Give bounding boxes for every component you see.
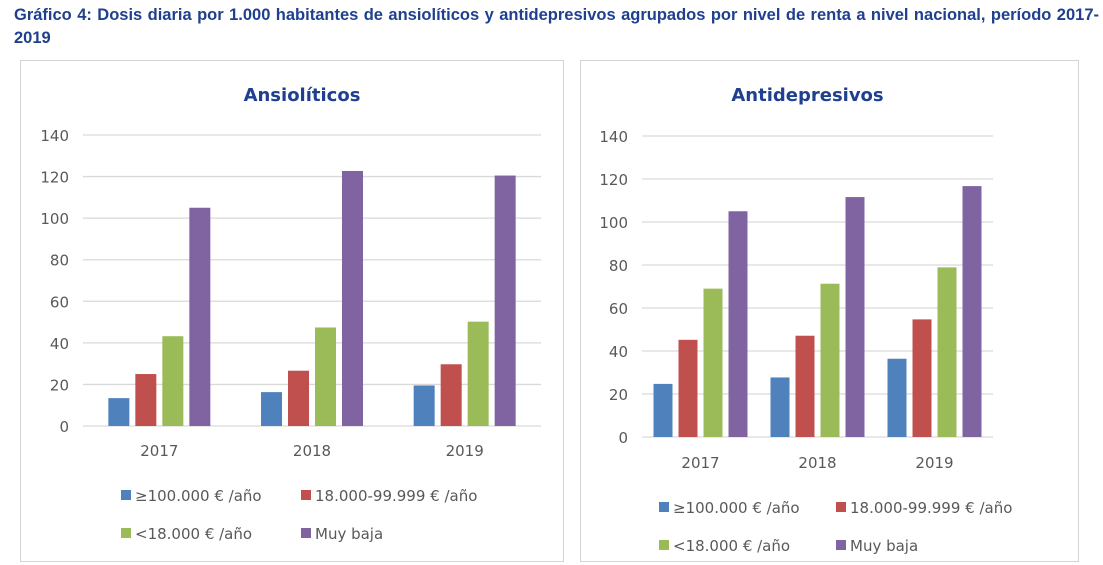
x-tick-label: 2017 xyxy=(140,442,178,460)
bar xyxy=(162,336,184,426)
legend-label: Muy baja xyxy=(850,537,918,555)
legend-label: ≥100.000 € /año xyxy=(673,499,800,517)
y-tick-label: 120 xyxy=(599,171,628,189)
bar xyxy=(962,186,982,437)
bar xyxy=(845,197,865,437)
y-tick-label: 80 xyxy=(609,257,628,275)
figure-title: Gráfico 4: Dosis diaria por 1.000 habita… xyxy=(14,6,1099,47)
legend-label: 18.000-99.999 € /año xyxy=(850,499,1012,517)
bar xyxy=(653,383,673,437)
legend-swatch xyxy=(836,502,846,512)
bar xyxy=(288,370,309,426)
bar xyxy=(678,339,698,437)
legend-swatch xyxy=(301,528,311,538)
bar xyxy=(261,392,282,426)
chart-title: Antidepresivos xyxy=(731,85,883,106)
x-tick-label: 2017 xyxy=(681,454,719,472)
legend-label: Muy baja xyxy=(315,525,383,543)
legend-swatch xyxy=(301,490,311,500)
chart-panel-ansioliticos: Ansiolíticos 0 20 40 60 80 100 120 140 2017 2018 20… xyxy=(20,60,564,562)
y-tick-label: 140 xyxy=(40,127,69,145)
y-tick-label: 60 xyxy=(609,300,628,318)
bar xyxy=(108,398,130,426)
y-tick-label: 100 xyxy=(599,214,628,232)
y-tick-label: 120 xyxy=(40,169,69,187)
legend-label: 18.000-99.999 € /año xyxy=(315,487,477,505)
bar xyxy=(135,374,157,426)
bar xyxy=(770,377,790,437)
bar xyxy=(315,327,336,426)
bar xyxy=(795,335,815,437)
legend-swatch xyxy=(659,540,669,550)
x-tick-label: 2019 xyxy=(915,454,953,472)
y-tick-label: 100 xyxy=(40,210,69,228)
legend-swatch xyxy=(659,502,669,512)
bar xyxy=(440,364,462,426)
chart-title: Ansiolíticos xyxy=(244,85,361,106)
chart-ansioliticos: Ansiolíticos 0 20 40 60 80 100 120 140 2017 2018 20… xyxy=(40,85,541,543)
legend-swatch xyxy=(836,540,846,550)
y-tick-label: 40 xyxy=(50,335,69,353)
bar xyxy=(189,207,211,426)
y-tick-label: 140 xyxy=(599,128,628,146)
y-tick-label: 0 xyxy=(59,418,69,436)
bar xyxy=(494,175,516,426)
bar xyxy=(937,267,957,437)
legend-label: <18.000 € /año xyxy=(673,537,790,555)
bar xyxy=(887,358,907,437)
bar xyxy=(467,321,489,426)
x-tick-label: 2018 xyxy=(798,454,836,472)
y-tick-label: 20 xyxy=(50,376,69,394)
bar xyxy=(912,319,932,437)
bar xyxy=(728,211,748,437)
x-tick-label: 2018 xyxy=(293,442,331,460)
bar xyxy=(413,385,435,426)
legend-swatch xyxy=(121,490,131,500)
bar xyxy=(703,288,723,437)
x-tick-label: 2019 xyxy=(446,442,484,460)
y-tick-label: 60 xyxy=(50,293,69,311)
chart-antidepresivos: Antidepresivos 0 20 40 60 80 100 120 140 2017 2018… xyxy=(599,85,1012,555)
legend-label: <18.000 € /año xyxy=(135,525,252,543)
legend-label: ≥100.000 € /año xyxy=(135,487,262,505)
y-tick-label: 40 xyxy=(609,343,628,361)
bar xyxy=(820,283,840,437)
chart-panel-antidepresivos: Antidepresivos 0 20 40 60 80 100 120 140 2017 2018… xyxy=(580,60,1079,562)
bar xyxy=(342,170,363,426)
y-tick-label: 20 xyxy=(609,386,628,404)
y-tick-label: 80 xyxy=(50,252,69,270)
legend-swatch xyxy=(121,528,131,538)
y-tick-label: 0 xyxy=(618,429,628,447)
